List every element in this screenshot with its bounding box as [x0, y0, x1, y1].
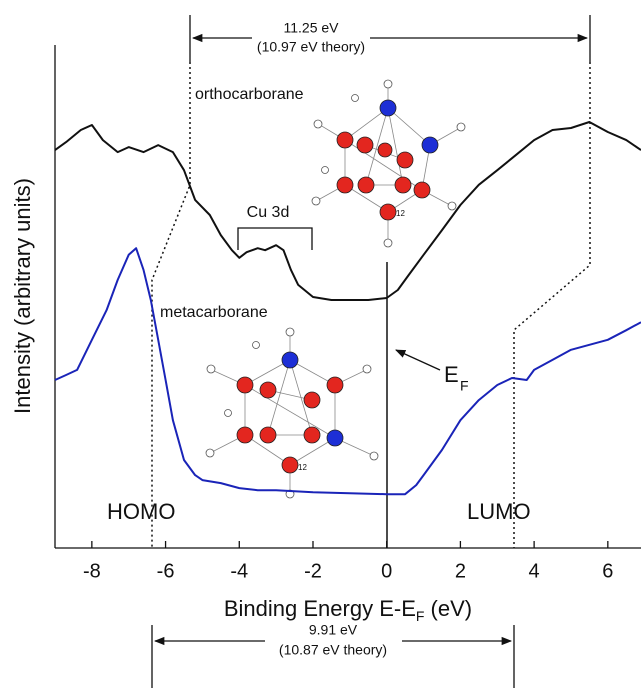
x-tick-label: -8: [83, 560, 101, 582]
x-axis-title: Binding Energy E-EF (eV): [224, 596, 472, 624]
gap-label: 11.25 eV: [283, 20, 339, 36]
x-tick-label: 2: [455, 560, 466, 582]
lumo-label: LUMO: [467, 499, 531, 524]
x-tick-label: -2: [304, 560, 322, 582]
ortho-molecule: [311, 79, 466, 248]
cu-label: Cu 3d: [247, 204, 290, 221]
series-label: orthocarborane: [195, 86, 304, 103]
cu-bracket: [237, 227, 313, 250]
x-tick-label: 4: [529, 560, 540, 582]
x-axis-title-part: Binding Energy E-E: [224, 596, 416, 621]
series-label: metacarborane: [160, 304, 268, 321]
x-tick-label: -6: [157, 560, 175, 582]
atom-label: 12: [396, 209, 405, 218]
series-line: [54, 247, 641, 496]
x-axis-title-part: (eV): [424, 596, 472, 621]
y-axis-title: Intensity (arbitrary units): [10, 178, 35, 414]
fermi-label: E: [444, 362, 459, 387]
fermi-subscript: F: [460, 378, 469, 394]
gap-theory-label: (10.87 eV theory): [279, 642, 387, 658]
atom-label: 12: [298, 463, 307, 472]
x-tick-label: 0: [381, 560, 392, 582]
meta-molecule: [205, 327, 379, 499]
gap-theory-label: (10.97 eV theory): [257, 39, 365, 55]
fermi-arrow: [395, 349, 441, 371]
series-line: [54, 121, 641, 301]
homo-label: HOMO: [107, 499, 175, 524]
homo-edge: [151, 62, 191, 548]
gap-label: 9.91 eV: [309, 622, 358, 638]
x-axis-title-sub: F: [416, 608, 425, 624]
lumo-edge: [513, 62, 591, 548]
x-tick-label: -4: [230, 560, 248, 582]
x-tick-label: 6: [602, 560, 613, 582]
